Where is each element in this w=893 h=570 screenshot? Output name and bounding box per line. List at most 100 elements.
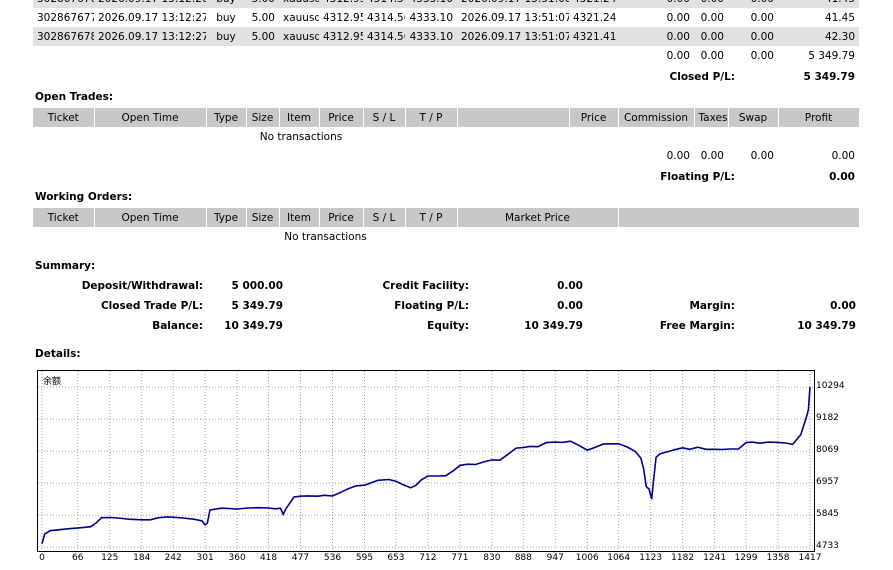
col-sl: S / L — [363, 108, 406, 127]
total-swap: 0.00 — [750, 49, 774, 62]
col-blank — [618, 208, 860, 227]
working-orders-title: Working Orders: — [35, 191, 133, 203]
summary-title: Summary: — [35, 260, 96, 272]
taxes-cell: 0.00 — [694, 0, 728, 8]
credit-label: Credit Facility: — [382, 280, 469, 292]
col-price: Price — [319, 208, 364, 227]
x-tick-label: 1417 — [798, 553, 822, 563]
x-tick-label: 360 — [228, 553, 246, 563]
size-cell: 5.00 — [246, 27, 279, 46]
closed-trade-row: 302867676 2026.09.17 13:12:26 buy 5.00 x… — [33, 0, 859, 8]
ticket-cell: 302867676 — [33, 0, 94, 8]
x-tick-label: 301 — [196, 553, 214, 563]
balance-chart-plot — [38, 371, 814, 551]
close-time-cell: 2026.09.17 13:51:07 — [457, 27, 569, 46]
free-margin-label: Free Margin: — [659, 320, 735, 332]
col-price: Price — [319, 108, 364, 127]
x-tick-label: 1299 — [734, 553, 758, 563]
balance-value: 10 349.79 — [224, 320, 283, 332]
col-tp: T / P — [405, 208, 458, 227]
credit-value: 0.00 — [557, 280, 583, 292]
balance-chart: 余额 — [37, 370, 815, 552]
closed-totals-row: 0.00 0.00 0.00 5 349.79 — [33, 46, 859, 65]
close-price-cell: 4321.24 — [573, 11, 617, 24]
margin-label: Margin: — [689, 300, 735, 312]
no-transactions-text: No transactions — [284, 230, 367, 243]
taxes-cell: 0.00 — [694, 27, 728, 46]
x-tick-label: 536 — [323, 553, 342, 563]
x-tick-label: 888 — [514, 553, 532, 563]
y-tick-label: 8069 — [816, 445, 839, 456]
col-blank — [457, 108, 570, 127]
col-item: Item — [279, 108, 320, 127]
closed-trade-row: 302867677 2026.09.17 13:12:27 buy 5.00 x… — [33, 8, 859, 27]
col-item: Item — [279, 208, 320, 227]
open-total-taxes: 0.00 — [700, 149, 724, 162]
col-profit: Profit — [778, 108, 860, 127]
open-total-swap: 0.00 — [750, 149, 774, 162]
close-price-cell: 4321.41 — [569, 27, 618, 46]
item-cell: xauusd — [279, 27, 319, 46]
tp-cell: 4333.10 — [409, 11, 453, 24]
col-current-price: Price — [569, 108, 619, 127]
equity-value: 10 349.79 — [524, 320, 583, 332]
x-tick-label: 0 — [39, 553, 45, 563]
sl-cell: 4314.56 — [363, 0, 405, 8]
x-tick-label: 1358 — [766, 553, 790, 563]
col-swap: Swap — [728, 108, 779, 127]
item-cell: xauusd — [283, 11, 319, 24]
summary-floating-value: 0.00 — [557, 300, 583, 312]
working-orders-table: Ticket Open Time Type Size Item Price S … — [33, 208, 860, 246]
price-cell: 4312.95 — [319, 0, 363, 8]
col-commission: Commission — [618, 108, 695, 127]
chart-title: 余额 — [43, 377, 62, 387]
details-title: Details: — [35, 348, 81, 360]
col-market-price: Market Price — [457, 208, 619, 227]
open-time-cell: 2026.09.17 13:12:27 — [94, 27, 206, 46]
x-tick-label: 653 — [387, 553, 405, 563]
type-cell: buy — [216, 11, 236, 24]
x-tick-label: 595 — [355, 553, 374, 563]
type-cell: buy — [206, 27, 246, 46]
col-type: Type — [206, 108, 247, 127]
summary-floating-label: Floating P/L: — [394, 300, 469, 312]
total-commission: 0.00 — [666, 49, 690, 62]
closed-pl-value: 5 349.79 — [803, 71, 855, 83]
x-tick-label: 830 — [483, 553, 501, 563]
price-cell: 4312.95 — [319, 27, 363, 46]
x-tick-label: 418 — [259, 553, 278, 563]
x-tick-label: 242 — [164, 553, 182, 563]
x-tick-label: 1006 — [575, 553, 599, 563]
x-tick-label: 712 — [419, 553, 437, 563]
x-tick-label: 125 — [101, 553, 119, 563]
x-tick-label: 1241 — [703, 553, 727, 563]
profit-cell: 42.30 — [778, 27, 859, 46]
x-tick-label: 66 — [72, 553, 84, 563]
col-open-time: Open Time — [94, 108, 207, 127]
open-time-cell: 2026.09.17 13:12:26 — [94, 0, 206, 8]
col-ticket: Ticket — [33, 108, 95, 127]
floating-pl-value: 0.00 — [829, 171, 855, 183]
sl-cell: 4314.56 — [363, 27, 405, 46]
ticket-cell: 302867677 — [37, 11, 94, 24]
profit-cell: 41.45 — [824, 11, 855, 24]
swap-cell: 0.00 — [728, 27, 778, 46]
equity-label: Equity: — [427, 320, 469, 332]
working-orders-empty-row: No transactions — [33, 227, 859, 246]
balance-label: Balance: — [152, 320, 203, 332]
tp-cell: 4333.10 — [405, 0, 457, 8]
size-cell: 5.00 — [246, 0, 279, 8]
type-cell: buy — [206, 0, 246, 8]
open-time-cell: 2026.09.17 13:12:27 — [98, 11, 206, 24]
total-profit: 5 349.79 — [808, 49, 855, 62]
price-cell: 4312.95 — [323, 11, 363, 24]
x-tick-label: 947 — [546, 553, 564, 563]
x-tick-label: 1182 — [671, 553, 695, 563]
x-tick-label: 477 — [291, 553, 310, 563]
free-margin-value: 10 349.79 — [797, 320, 856, 332]
closed-trade-pl-label: Closed Trade P/L: — [100, 300, 203, 312]
swap-cell: 0.00 — [750, 11, 774, 24]
col-taxes: Taxes — [694, 108, 729, 127]
col-sl: S / L — [363, 208, 406, 227]
open-trades-header: Ticket Open Time Type Size Item Price S … — [33, 108, 860, 127]
